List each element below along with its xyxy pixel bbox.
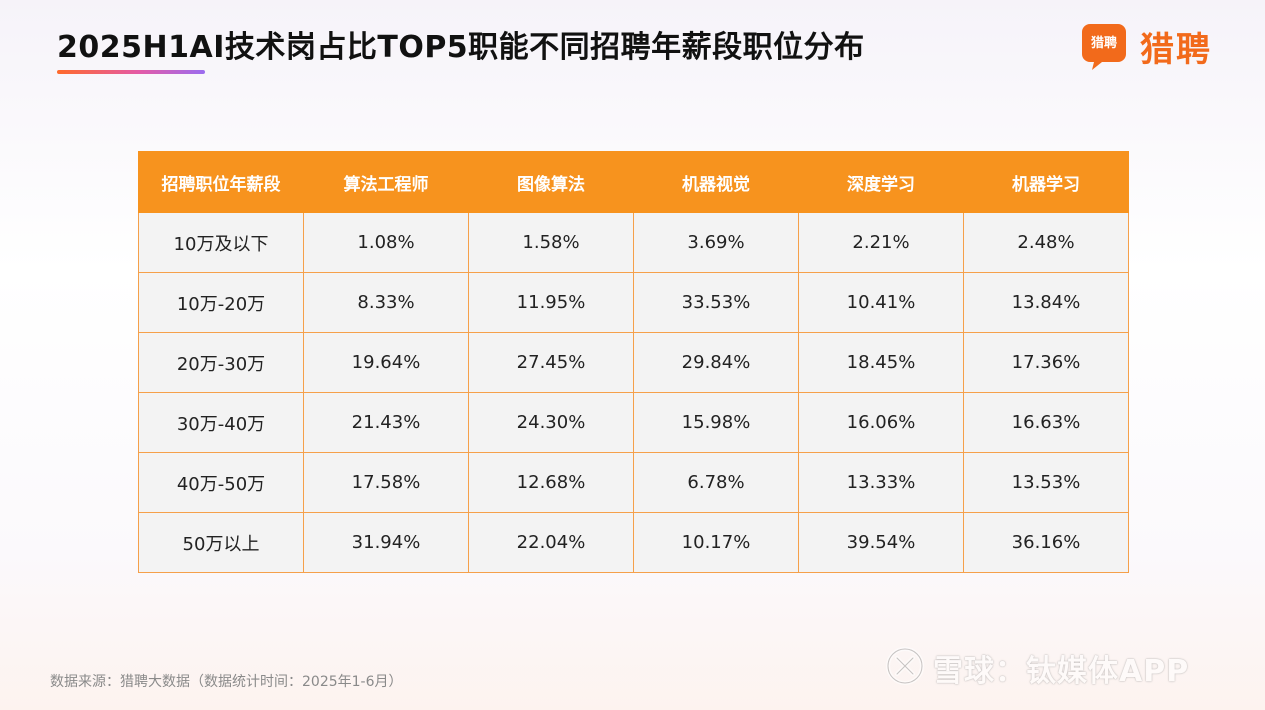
table-cell: 29.84% [633,332,799,393]
header-deep-learning: 深度学习 [798,151,964,213]
row-label: 10万及以下 [138,212,304,273]
table-cell: 22.04% [468,512,634,573]
table-row: 50万以上 31.94% 22.04% 10.17% 39.54% 36.16% [138,512,1129,573]
table-cell: 12.68% [468,452,634,513]
table-row: 30万-40万 21.43% 24.30% 15.98% 16.06% 16.6… [138,392,1129,453]
table-cell: 13.84% [963,272,1129,333]
row-label: 10万-20万 [138,272,304,333]
header-algorithm-engineer: 算法工程师 [303,151,469,213]
table-cell: 10.17% [633,512,799,573]
logo-brand-text: 猎聘 [1140,29,1212,70]
table-cell: 11.95% [468,272,634,333]
table-cell: 33.53% [633,272,799,333]
table-row: 20万-30万 19.64% 27.45% 29.84% 18.45% 17.3… [138,332,1129,393]
table-cell: 15.98% [633,392,799,453]
table-cell: 24.30% [468,392,634,453]
header-salary-range: 招聘职位年薪段 [138,151,304,213]
table-cell: 19.64% [303,332,469,393]
watermark: 雪球：钛媒体APP [885,646,1189,690]
table-cell: 16.06% [798,392,964,453]
table-cell: 1.58% [468,212,634,273]
table-cell: 16.63% [963,392,1129,453]
data-source-note: 数据来源：猎聘大数据（数据统计时间：2025年1-6月） [50,674,403,690]
table-cell: 17.58% [303,452,469,513]
table-row: 10万-20万 8.33% 11.95% 33.53% 10.41% 13.84… [138,272,1129,333]
table-row: 10万及以下 1.08% 1.58% 3.69% 2.21% 2.48% [138,212,1129,273]
liepin-logo-icon: 猎聘 [1078,20,1130,72]
row-label: 30万-40万 [138,392,304,453]
table-cell: 1.08% [303,212,469,273]
table-cell: 8.33% [303,272,469,333]
table-cell: 2.21% [798,212,964,273]
table-cell: 3.69% [633,212,799,273]
title-underline [57,70,205,74]
table-cell: 31.94% [303,512,469,573]
table-cell: 13.33% [798,452,964,513]
table-cell: 36.16% [963,512,1129,573]
row-label: 20万-30万 [138,332,304,393]
table-cell: 17.36% [963,332,1129,393]
page-title: 2025H1AI技术岗占比TOP5职能不同招聘年薪段职位分布 [57,30,865,65]
brand-logo: 猎聘 猎聘 [1078,20,1212,72]
snowball-icon [885,646,925,690]
watermark-text: 雪球：钛媒体APP [933,654,1190,689]
header-machine-vision: 机器视觉 [633,151,799,213]
row-label: 40万-50万 [138,452,304,513]
table-cell: 13.53% [963,452,1129,513]
table-cell: 6.78% [633,452,799,513]
table-cell: 21.43% [303,392,469,453]
table-cell: 2.48% [963,212,1129,273]
table-cell: 39.54% [798,512,964,573]
salary-distribution-table: 招聘职位年薪段 算法工程师 图像算法 机器视觉 深度学习 机器学习 10万及以下… [138,151,1129,573]
table-row: 40万-50万 17.58% 12.68% 6.78% 13.33% 13.53… [138,452,1129,513]
header-image-algorithm: 图像算法 [468,151,634,213]
header-machine-learning: 机器学习 [963,151,1129,213]
table-cell: 27.45% [468,332,634,393]
logo-badge-text: 猎聘 [1090,36,1117,51]
table-cell: 10.41% [798,272,964,333]
row-label: 50万以上 [138,512,304,573]
table-cell: 18.45% [798,332,964,393]
table-header-row: 招聘职位年薪段 算法工程师 图像算法 机器视觉 深度学习 机器学习 [138,151,1129,213]
